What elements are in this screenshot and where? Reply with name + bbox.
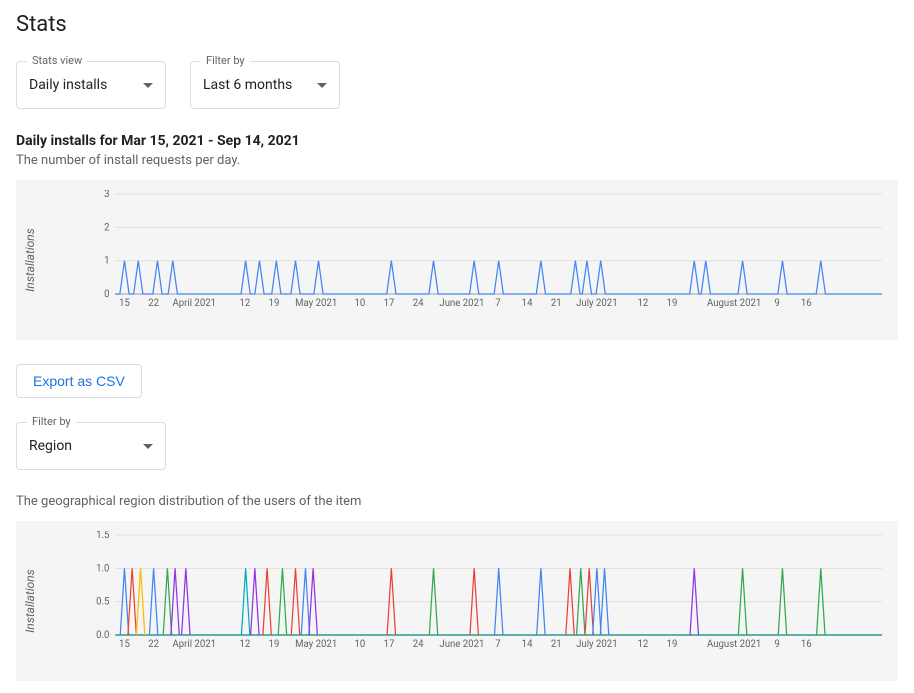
svg-text:19: 19: [667, 298, 678, 309]
svg-text:14: 14: [522, 639, 533, 650]
chart2-plot: 0.0 0.5 1.0 1.5 15 22 April 2021 12 19 May 2021 10…: [96, 531, 886, 653]
export-csv-button[interactable]: Export as CSV: [16, 364, 142, 398]
chart1-plot: 01231522April 20211219May 2021101724June…: [96, 190, 886, 312]
chart1-ylabel: Installations: [23, 228, 37, 291]
svg-text:April 2021: April 2021: [172, 639, 216, 650]
svg-text:August 2021: August 2021: [707, 298, 761, 309]
chevron-down-icon: [317, 83, 327, 88]
region-filter-value: Region: [29, 438, 133, 454]
svg-text:June 2021: June 2021: [439, 639, 484, 650]
svg-text:10: 10: [354, 298, 365, 309]
svg-text:3: 3: [104, 190, 109, 200]
svg-text:1.5: 1.5: [96, 531, 110, 541]
svg-text:12: 12: [637, 639, 648, 650]
time-filter-label: Filter by: [201, 54, 250, 67]
svg-text:7: 7: [495, 298, 501, 309]
region-filter-label: Filter by: [27, 415, 76, 428]
svg-text:15: 15: [119, 639, 130, 650]
svg-text:9: 9: [774, 639, 779, 650]
svg-text:9: 9: [774, 298, 779, 309]
svg-text:7: 7: [495, 639, 501, 650]
chart1-subtitle: The number of install requests per day.: [16, 153, 898, 168]
svg-text:0: 0: [104, 289, 109, 300]
chart1-container: Installations 01231522April 20211219May …: [16, 180, 898, 340]
chevron-down-icon: [143, 444, 153, 449]
svg-text:12: 12: [239, 298, 250, 309]
svg-text:2: 2: [104, 222, 110, 233]
svg-text:22: 22: [148, 639, 159, 650]
svg-text:May 2021: May 2021: [295, 298, 337, 309]
svg-text:1: 1: [104, 256, 109, 267]
svg-text:April 2021: April 2021: [172, 298, 216, 309]
chevron-down-icon: [143, 83, 153, 88]
time-filter-select[interactable]: Filter by Last 6 months: [190, 61, 340, 109]
svg-text:0.5: 0.5: [96, 597, 110, 608]
svg-text:19: 19: [269, 298, 280, 309]
top-filter-row: Stats view Daily installs Filter by Last…: [16, 61, 898, 109]
svg-text:17: 17: [384, 639, 395, 650]
svg-text:0.0: 0.0: [96, 630, 109, 641]
stats-view-select[interactable]: Stats view Daily installs: [16, 61, 166, 109]
svg-text:August 2021: August 2021: [707, 639, 761, 650]
svg-text:12: 12: [239, 639, 250, 650]
chart2-ylabel: Installations: [23, 569, 37, 632]
svg-text:24: 24: [413, 298, 424, 309]
svg-text:July 2021: July 2021: [576, 298, 617, 309]
stats-view-label: Stats view: [27, 54, 87, 67]
stats-view-value: Daily installs: [29, 77, 133, 93]
svg-text:21: 21: [551, 639, 562, 650]
svg-text:July 2021: July 2021: [576, 639, 617, 650]
region-filter-select[interactable]: Filter by Region: [16, 422, 166, 470]
page-title: Stats: [16, 12, 898, 37]
svg-text:17: 17: [384, 298, 395, 309]
svg-text:16: 16: [801, 639, 812, 650]
svg-text:19: 19: [667, 639, 678, 650]
region-description: The geographical region distribution of …: [16, 494, 898, 509]
time-filter-value: Last 6 months: [203, 77, 307, 93]
svg-text:14: 14: [522, 298, 533, 309]
svg-text:24: 24: [413, 639, 424, 650]
chart1-title: Daily installs for Mar 15, 2021 - Sep 14…: [16, 133, 898, 149]
svg-text:10: 10: [354, 639, 365, 650]
svg-text:22: 22: [148, 298, 159, 309]
svg-text:21: 21: [551, 298, 562, 309]
region-filter-row: Filter by Region: [16, 422, 898, 470]
svg-text:19: 19: [269, 639, 280, 650]
svg-text:15: 15: [119, 298, 130, 309]
svg-text:May 2021: May 2021: [295, 639, 337, 650]
svg-text:12: 12: [637, 298, 648, 309]
svg-text:June 2021: June 2021: [439, 298, 484, 309]
svg-text:16: 16: [801, 298, 812, 309]
svg-text:1.0: 1.0: [96, 563, 109, 574]
chart2-container: Installations 0.0 0.5 1.0 1.5 15 22 April 2021…: [16, 521, 898, 681]
